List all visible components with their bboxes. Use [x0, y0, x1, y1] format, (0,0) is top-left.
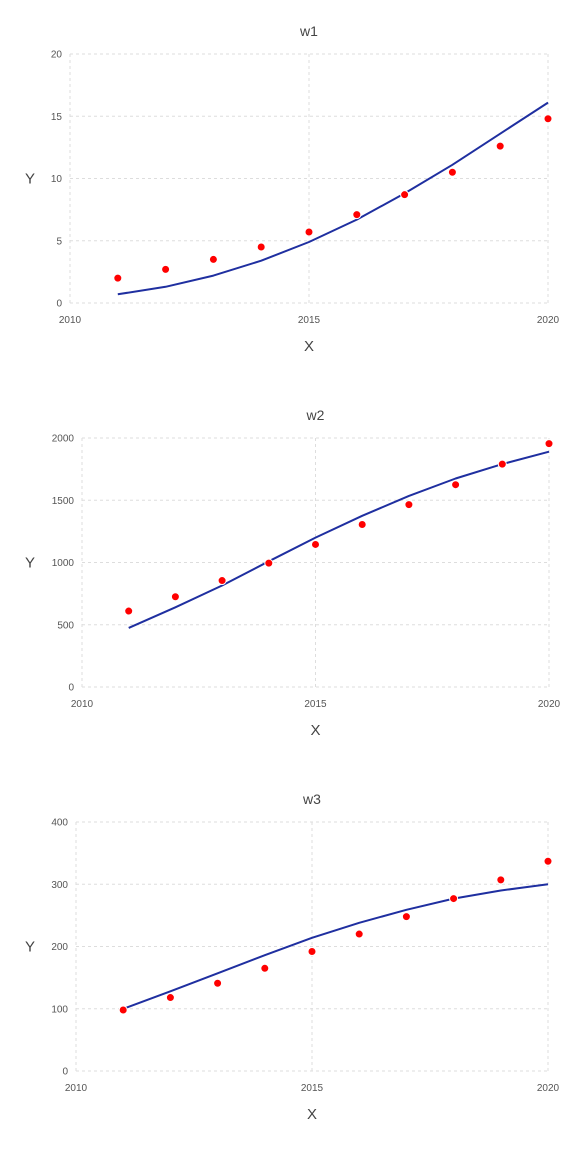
x-tick-label: 2015 — [301, 1083, 324, 1094]
data-point — [354, 929, 364, 939]
y-tick-label: 2000 — [52, 434, 75, 445]
chart-title: w3 — [302, 791, 321, 807]
x-tick-label: 2020 — [537, 315, 560, 326]
x-tick-label: 2015 — [298, 315, 321, 326]
data-point — [497, 459, 507, 469]
data-point — [311, 539, 320, 549]
data-point — [304, 227, 314, 237]
trend-line — [122, 883, 549, 1010]
x-axis-title: X — [307, 1106, 317, 1123]
data-point — [449, 894, 459, 904]
y-tick-label: 1000 — [52, 558, 75, 569]
data-point — [260, 963, 270, 973]
x-tick-label: 2010 — [59, 315, 82, 326]
x-tick-label: 2010 — [71, 699, 94, 710]
x-tick-label: 2020 — [538, 699, 561, 710]
data-point — [113, 273, 123, 283]
data-point — [264, 558, 274, 568]
trend-line — [128, 450, 550, 629]
data-point — [165, 993, 175, 1003]
chart-3: 0 100 200 300 400 2010 2015 2020 w3 X Y — [25, 791, 560, 1123]
y-tick-label: 200 — [51, 942, 68, 953]
data-point — [170, 592, 180, 602]
chart-title: w1 — [299, 23, 318, 39]
data-point — [401, 912, 411, 922]
y-tick-label: 0 — [56, 299, 62, 310]
data-point — [495, 141, 505, 151]
chart-2: 0 500 1000 1500 2000 2010 2015 2020 w2 X Y — [25, 407, 561, 739]
data-point — [357, 520, 367, 530]
y-tick-label: 500 — [57, 620, 74, 631]
x-tick-label: 2015 — [304, 699, 327, 710]
data-point — [208, 254, 218, 264]
y-tick-label: 10 — [51, 174, 63, 185]
data-point — [400, 190, 410, 200]
x-tick-label: 2020 — [537, 1083, 560, 1094]
data-point — [213, 978, 223, 988]
y-axis-title: Y — [25, 171, 35, 188]
y-tick-label: 0 — [68, 683, 74, 694]
data-point — [124, 606, 134, 616]
data-point — [496, 875, 506, 885]
data-point — [544, 439, 554, 449]
y-tick-label: 15 — [51, 112, 63, 123]
data-point — [447, 167, 457, 177]
y-tick-label: 100 — [51, 1004, 68, 1015]
data-point — [307, 946, 317, 956]
data-point — [543, 114, 553, 124]
y-tick-label: 20 — [51, 50, 63, 61]
y-tick-label: 1500 — [52, 496, 75, 507]
x-axis-title: X — [310, 722, 320, 739]
data-point — [451, 480, 461, 490]
chart-title: w2 — [306, 407, 325, 423]
data-point — [161, 264, 171, 274]
data-point — [118, 1005, 128, 1015]
y-tick-label: 5 — [56, 236, 62, 247]
data-point — [543, 856, 553, 866]
y-tick-label: 300 — [51, 880, 68, 891]
x-tick-label: 2010 — [65, 1083, 88, 1094]
data-point — [217, 576, 227, 586]
data-point — [352, 210, 362, 220]
y-tick-label: 400 — [51, 818, 68, 829]
y-tick-label: 0 — [62, 1067, 68, 1078]
data-point — [404, 500, 414, 510]
x-axis-title: X — [304, 338, 314, 355]
chart-1: 0 5 10 15 20 2010 2015 2020 w1 X Y — [25, 23, 560, 355]
y-axis-title: Y — [25, 939, 35, 956]
y-axis-title: Y — [25, 555, 35, 572]
trend-line — [117, 101, 549, 296]
data-point — [256, 242, 266, 252]
